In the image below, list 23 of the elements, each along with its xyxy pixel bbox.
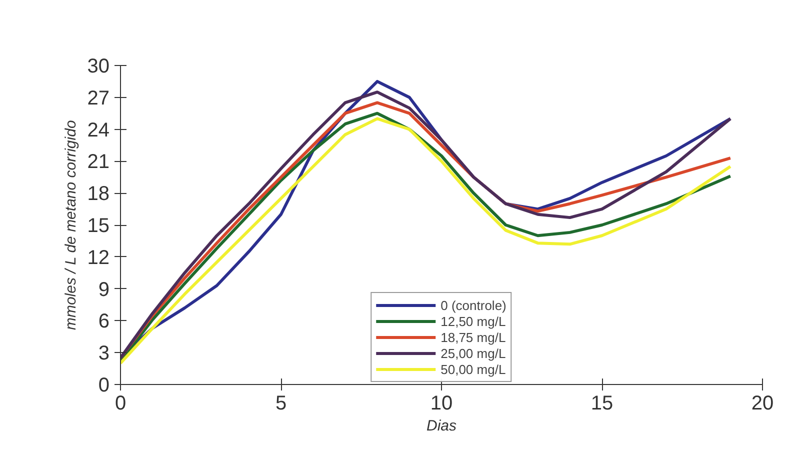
y-axis-title: mmoles / L de metano corrigido bbox=[62, 120, 80, 330]
y-tick-label: 24 bbox=[87, 119, 110, 142]
y-tick-label: 9 bbox=[98, 278, 110, 301]
legend-label: 50,00 mg/L bbox=[440, 361, 506, 377]
legend-label: 18,75 mg/L bbox=[440, 329, 506, 345]
x-tick-label: 10 bbox=[430, 392, 453, 414]
y-tick-label: 6 bbox=[98, 310, 110, 333]
legend-label: 0 (controle) bbox=[440, 297, 506, 313]
y-tick-label: 3 bbox=[98, 342, 110, 365]
y-tick-label: 12 bbox=[87, 246, 110, 269]
y-tick-label: 18 bbox=[87, 183, 110, 206]
legend-label: 25,00 mg/L bbox=[440, 345, 506, 361]
legend-label: 12,50 mg/L bbox=[440, 313, 506, 329]
y-tick-label: 21 bbox=[87, 151, 110, 174]
y-tick-label: 30 bbox=[87, 56, 110, 78]
x-tick-label: 0 bbox=[114, 392, 126, 414]
x-tick-label: 5 bbox=[275, 392, 287, 414]
x-tick-label: 15 bbox=[590, 392, 614, 414]
x-tick-label: 20 bbox=[751, 392, 774, 414]
y-tick-label: 0 bbox=[98, 374, 110, 396]
x-axis-title: Dias bbox=[426, 418, 458, 434]
y-tick-label: 27 bbox=[87, 87, 110, 110]
y-tick-label: 15 bbox=[87, 215, 110, 237]
